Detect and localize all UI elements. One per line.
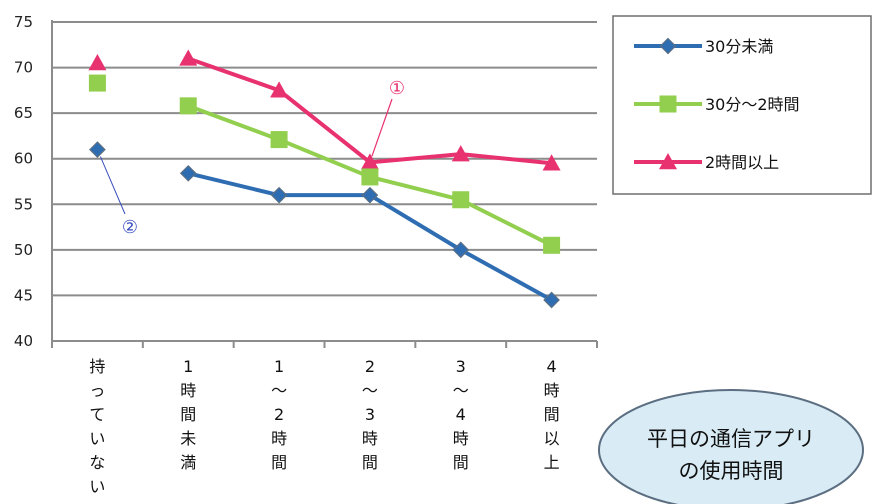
y-tick-label: 55 [14,195,33,213]
legend-marker [659,37,677,55]
y-tick-label: 75 [14,13,33,31]
caption-text: 平日の通信アプリ [647,427,815,451]
data-point [452,191,470,209]
series-line [187,56,552,166]
legend-label: 30分〜2時間 [705,95,800,114]
data-point [88,74,106,92]
y-tick-label: 45 [14,286,33,304]
data-point [452,241,470,259]
x-tick-label: 1 時間未満 [180,357,196,472]
y-tick-label: 50 [14,241,33,259]
y-tick-label: 60 [14,150,33,168]
x-tick-label: 4 時間以上 [544,357,560,472]
data-point [270,186,288,204]
data-point [542,154,561,171]
data-point [270,81,289,98]
data-point [179,49,198,66]
data-point [179,97,197,115]
data-point [89,141,106,158]
legend-label: 2時間以上 [705,153,779,172]
caption-ellipse [598,389,864,504]
x-tick-label: 1 〜 2 時間 [271,357,287,472]
y-tick-label: 40 [14,332,33,350]
callout-line [99,156,126,215]
data-point [360,153,379,170]
data-point [543,291,560,309]
y-tick-label: 70 [14,59,33,77]
callout-1: ① [389,78,405,99]
callout-line [371,98,393,157]
x-tick-label: 3 〜 4 時間 [453,357,469,472]
x-tick-label: 持っていない [89,357,105,496]
y-tick-label: 65 [14,104,33,122]
data-point [543,236,561,254]
data-point [179,164,197,182]
data-point [451,145,470,162]
data-point [361,168,379,186]
x-axis: 持っていない 1 時間未満 1 〜 2 時間 2 〜 3 時間 3 〜 4 時間 4 時間以上 [51,340,598,496]
data-point [361,186,379,204]
legend: 30分未満 30分〜2時間 2時間以上 [612,15,872,195]
data-point [270,131,288,149]
callout-2: ② [122,217,138,238]
data-point [88,54,107,71]
gridlines [52,21,597,297]
annotations: ①② [99,78,405,238]
series-lines [88,49,561,309]
legend-marker [659,95,677,113]
x-tick-label: 2 〜 3 時間 [362,357,378,472]
y-axis: 40 45 50 55 60 65 70 75 [14,13,53,350]
legend-marker [659,153,677,170]
caption-text: の使用時間 [679,459,784,483]
legend-label: 30分未満 [705,37,773,56]
